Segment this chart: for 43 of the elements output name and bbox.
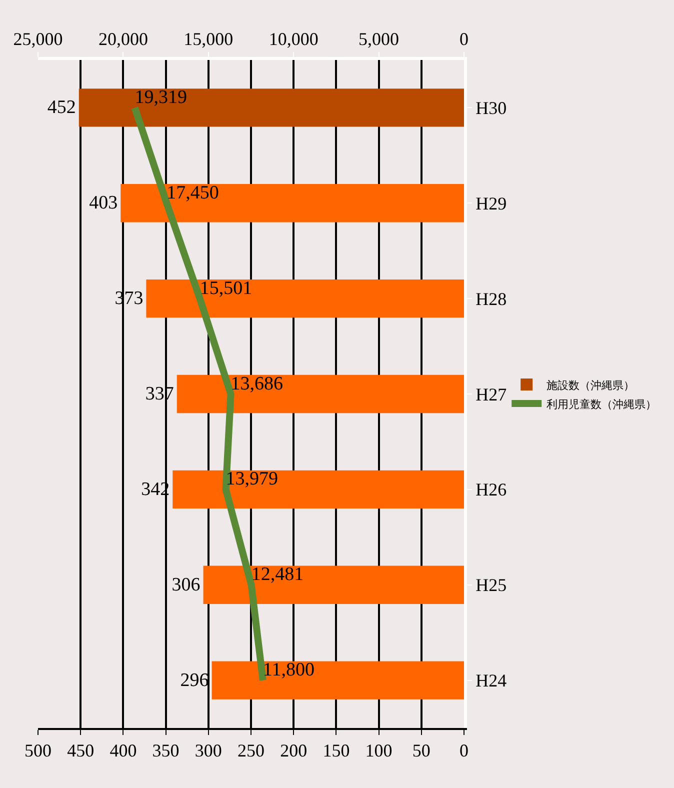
y-tick-label: H24	[476, 670, 507, 691]
y-tick-label: H26	[476, 480, 507, 500]
x-tick-label: 450	[67, 740, 94, 761]
y-tick-label: H29	[476, 193, 507, 214]
y-tick-label: H30	[476, 98, 507, 118]
x-tick-label: 100	[365, 740, 392, 761]
x2-tick-label: 25,000	[13, 28, 63, 49]
x2-tick-label: 5,000	[358, 28, 400, 49]
data-label: 19,319	[134, 86, 188, 108]
x-tick-label: 50	[412, 740, 430, 761]
bar	[146, 279, 464, 318]
legend-label: 利用児童数（沖縄県）	[546, 398, 657, 411]
x-tick-label: 400	[110, 740, 137, 761]
x2-tick-label: 20,000	[98, 28, 148, 49]
x-tick-label: 300	[194, 740, 222, 761]
y-tick-label: H28	[476, 288, 507, 309]
data-label: 17,450	[166, 182, 219, 204]
data-label: 403	[89, 192, 118, 214]
x2-tick-label: 10,000	[268, 28, 318, 49]
x-tick-label: 200	[280, 740, 308, 761]
data-label: 15,501	[200, 278, 252, 299]
x-tick-label: 150	[322, 740, 350, 761]
bar	[78, 88, 464, 127]
x-tick-label: 0	[460, 740, 468, 761]
data-label: 12,481	[251, 564, 304, 586]
x2-tick-label: 0	[460, 28, 468, 49]
y-tick-label: H25	[476, 575, 507, 596]
bar	[120, 184, 464, 222]
data-label: 13,686	[230, 373, 284, 394]
bar	[176, 374, 464, 414]
y-tick-label: H27	[476, 384, 507, 404]
data-label: 11,800	[262, 660, 314, 681]
bar	[172, 470, 464, 509]
data-label: 452	[47, 97, 76, 118]
data-label: 296	[180, 670, 209, 691]
x-tick-label: 500	[24, 740, 52, 761]
bar	[203, 566, 464, 604]
x-tick-label: 250	[238, 740, 264, 761]
x2-tick-label: 15,000	[184, 28, 234, 49]
data-label: 306	[172, 574, 200, 596]
legend-label: 施設数（沖縄県）	[546, 378, 635, 392]
bar	[212, 661, 464, 700]
x-tick-label: 350	[152, 740, 180, 761]
